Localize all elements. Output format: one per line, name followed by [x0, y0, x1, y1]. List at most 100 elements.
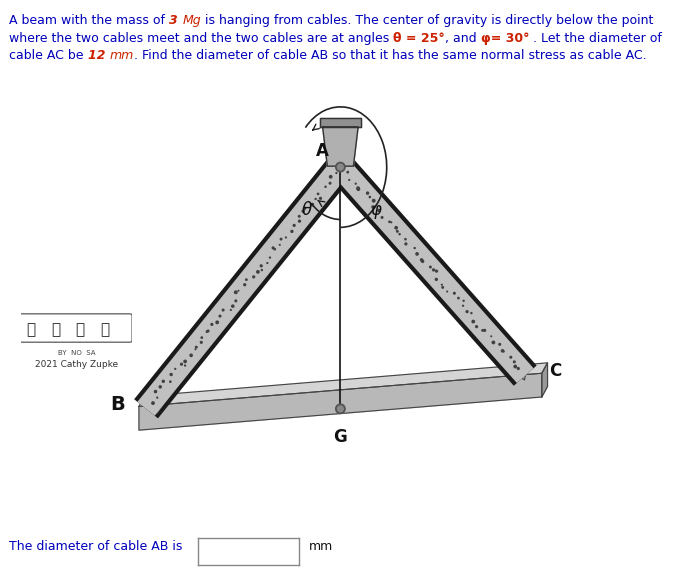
Point [431, 275, 442, 284]
Point [190, 344, 201, 354]
Point [488, 338, 499, 347]
Point [449, 288, 460, 298]
Point [509, 357, 520, 366]
Polygon shape [507, 366, 527, 380]
Point [155, 382, 166, 391]
Point [227, 302, 238, 311]
Point [494, 340, 505, 349]
Point [400, 239, 411, 249]
Point [325, 172, 336, 181]
Point [461, 307, 473, 316]
Text: C: C [549, 362, 561, 380]
Text: Ⓞ: Ⓞ [100, 322, 109, 337]
Polygon shape [542, 363, 548, 397]
Point [343, 175, 354, 184]
Text: , and: , and [445, 32, 481, 45]
Polygon shape [320, 118, 361, 127]
Text: θ = 25°: θ = 25° [393, 32, 445, 45]
Point [179, 361, 190, 370]
Point [239, 280, 250, 290]
Point [214, 312, 225, 321]
Point [269, 244, 280, 254]
Point [350, 179, 361, 188]
Text: 2021 Cathy Zupke: 2021 Cathy Zupke [35, 360, 118, 369]
Text: G: G [334, 428, 348, 446]
Point [417, 257, 428, 266]
Text: 12: 12 [88, 49, 109, 62]
Point [306, 200, 318, 209]
Text: 3: 3 [169, 14, 182, 27]
Point [190, 343, 202, 352]
Point [211, 318, 222, 327]
Circle shape [338, 406, 343, 412]
Text: φ= 30°: φ= 30° [481, 32, 529, 45]
Circle shape [336, 404, 345, 414]
Point [294, 212, 305, 221]
Point [468, 317, 479, 326]
Point [373, 206, 384, 215]
Point [384, 217, 395, 227]
Point [437, 283, 448, 292]
Point [275, 235, 286, 244]
Point [275, 240, 286, 250]
FancyBboxPatch shape [19, 314, 132, 342]
Point [264, 253, 275, 262]
Point [453, 294, 464, 303]
Point [202, 327, 213, 336]
Text: ⓘ: ⓘ [51, 322, 60, 337]
Point [471, 322, 482, 331]
Point [202, 327, 213, 336]
Point [509, 362, 521, 371]
Text: . Let the diameter of: . Let the diameter of [529, 32, 662, 45]
Point [441, 287, 452, 296]
Point [165, 377, 176, 386]
Point [152, 393, 163, 402]
Point [313, 189, 324, 198]
Circle shape [336, 162, 345, 172]
Point [479, 326, 490, 335]
Point [352, 183, 363, 192]
Point [431, 266, 442, 276]
Point [256, 265, 268, 275]
Text: . Find the diameter of cable AB so that it has the same normal stress as cable A: . Find the diameter of cable AB so that … [133, 49, 646, 62]
Point [294, 217, 305, 226]
Text: BY  NO  SA: BY NO SA [58, 350, 95, 355]
Point [325, 179, 336, 188]
Point [280, 233, 291, 242]
Point [256, 261, 267, 271]
Text: mm: mm [109, 49, 133, 62]
Point [147, 398, 158, 407]
Point [457, 301, 468, 310]
Circle shape [338, 164, 343, 170]
Point [230, 288, 241, 297]
Point [196, 333, 207, 342]
Text: The diameter of cable AB is: The diameter of cable AB is [9, 540, 182, 553]
Point [362, 188, 373, 198]
Text: is hanging from cables. The center of gravity is directly below the point: is hanging from cables. The center of gr… [201, 14, 653, 27]
Point [268, 243, 279, 253]
Text: φ: φ [370, 201, 382, 218]
Point [353, 184, 364, 194]
Text: cable AC be: cable AC be [9, 49, 88, 62]
Point [150, 387, 161, 396]
Point [240, 275, 252, 284]
Point [288, 221, 300, 230]
Point [252, 267, 263, 276]
Point [218, 305, 229, 314]
Point [513, 364, 524, 373]
Point [416, 255, 427, 265]
Point [391, 223, 402, 232]
Point [477, 326, 488, 335]
Point [310, 194, 321, 203]
Point [176, 360, 187, 369]
Point [386, 218, 397, 227]
Point [466, 309, 477, 318]
Point [425, 262, 436, 272]
Point [230, 297, 241, 306]
Point [498, 347, 509, 356]
Point [299, 203, 310, 213]
Point [186, 351, 197, 360]
Text: Mg: Mg [182, 14, 201, 27]
Point [368, 196, 379, 205]
Text: θ: θ [302, 201, 312, 218]
